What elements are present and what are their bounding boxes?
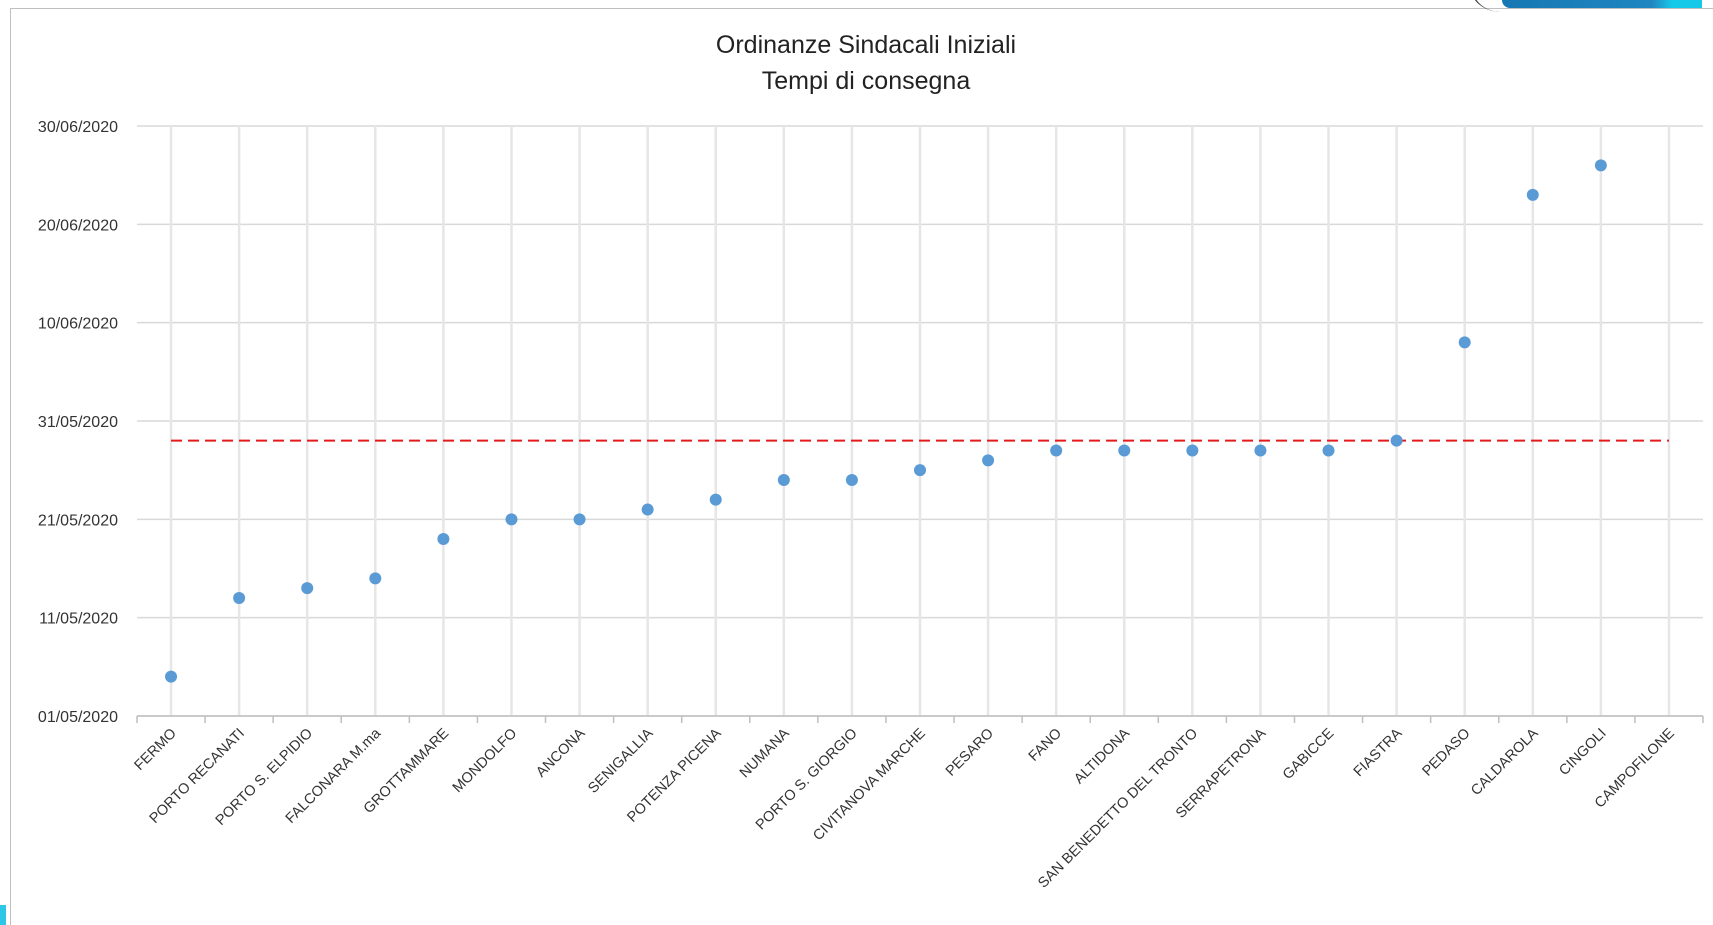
chart-title: Ordinanze Sindacali Iniziali xyxy=(716,31,1016,59)
x-tick-label: MONDOLFO xyxy=(450,726,521,797)
chart-frame xyxy=(10,8,1713,925)
y-tick-label: 21/05/2020 xyxy=(38,512,118,529)
data-point xyxy=(982,454,995,467)
y-tick-label: 01/05/2020 xyxy=(38,709,118,726)
data-point xyxy=(505,513,518,526)
data-point xyxy=(1118,444,1131,457)
data-point xyxy=(369,572,382,585)
data-point xyxy=(1594,159,1607,172)
x-tick-label: NUMANA xyxy=(737,725,793,781)
x-tick-label: ALTIDONA xyxy=(1071,725,1133,787)
chart-subtitle: Tempi di consegna xyxy=(762,67,971,95)
x-tick-label: ANCONA xyxy=(533,725,588,780)
data-point xyxy=(777,474,790,486)
data-point xyxy=(1322,444,1335,457)
data-point xyxy=(709,493,722,506)
y-tick-label: 10/06/2020 xyxy=(38,316,118,333)
data-point xyxy=(1050,444,1063,457)
data-point xyxy=(1254,444,1267,457)
x-tick-label: FANO xyxy=(1026,726,1065,765)
x-tick-label: GABICCE xyxy=(1280,725,1338,783)
left-edge-decoration xyxy=(0,905,6,925)
y-tick-label: 20/06/2020 xyxy=(38,217,118,234)
data-point xyxy=(1458,336,1471,349)
data-point xyxy=(845,474,858,486)
data-points xyxy=(165,159,1607,683)
y-tick-label: 30/06/2020 xyxy=(38,119,118,136)
tick-labels: 01/05/2020 11/05/2020 21/05/2020 31/05/2020… xyxy=(38,119,1678,891)
axes xyxy=(136,715,1704,723)
corner-decoration-bar xyxy=(1502,0,1702,8)
grid xyxy=(137,125,1703,717)
x-tick-label: PESARO xyxy=(943,726,997,780)
y-tick-label: 11/05/2020 xyxy=(39,611,118,628)
x-tick-label: FERMO xyxy=(132,726,180,774)
data-point xyxy=(1390,434,1403,447)
x-tick-label: CINGOLI xyxy=(1556,726,1609,779)
data-point xyxy=(573,513,586,526)
x-tick-label: FIASTRA xyxy=(1351,725,1406,780)
x-tick-label: CIVITANOVA MARCHE xyxy=(810,725,929,844)
data-point xyxy=(1186,444,1199,457)
data-point xyxy=(233,592,246,604)
data-point xyxy=(914,464,926,477)
data-point xyxy=(1526,188,1539,201)
data-point xyxy=(437,533,450,545)
data-point xyxy=(301,582,314,595)
data-point xyxy=(165,670,178,683)
data-point xyxy=(641,503,654,516)
x-tick-label: CALDAROLA xyxy=(1468,725,1542,799)
x-tick-label: PEDASO xyxy=(1419,726,1473,780)
x-tick-label: SENIGALLIA xyxy=(585,725,656,796)
y-tick-label: 31/05/2020 xyxy=(38,414,118,431)
